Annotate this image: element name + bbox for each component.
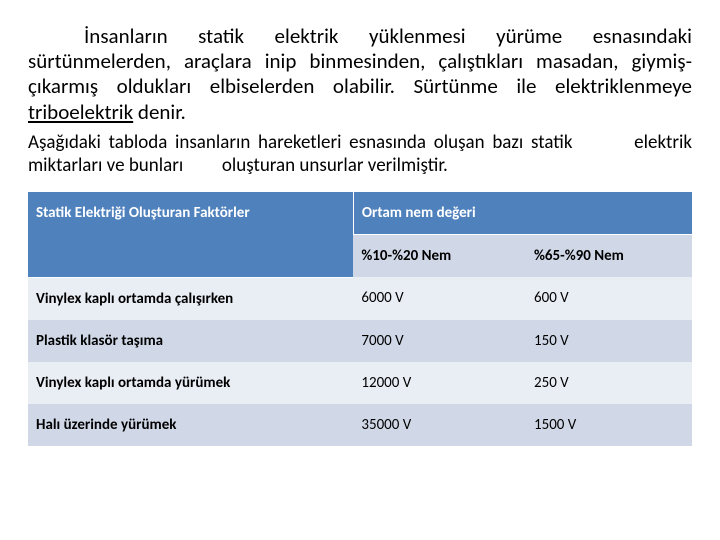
table-row: Vinylex kaplı ortamda yürümek 12000 V 25… bbox=[28, 362, 692, 404]
table-row: Vinylex kaplı ortamda çalışırken 6000 V … bbox=[28, 277, 692, 320]
intro-paragraph: İnsanların statik elektrik yüklenmesi yü… bbox=[28, 24, 692, 125]
cell-high: 600 V bbox=[526, 277, 692, 320]
cell-high: 150 V bbox=[526, 320, 692, 362]
cell-factor: Vinylex kaplı ortamda çalışırken bbox=[28, 277, 353, 320]
cell-factor: Vinylex kaplı ortamda yürümek bbox=[28, 362, 353, 404]
table-row: Halı üzerinde yürümek 35000 V 1500 V bbox=[28, 404, 692, 446]
table-row: Plastik klasör taşıma 7000 V 150 V bbox=[28, 320, 692, 362]
cell-low: 12000 V bbox=[353, 362, 526, 404]
cell-high: 1500 V bbox=[526, 404, 692, 446]
cell-factor: Halı üzerinde yürümek bbox=[28, 404, 353, 446]
header-high-humidity: %65-%90 Nem bbox=[526, 235, 692, 278]
header-humidity: Ortam nem değeri bbox=[353, 192, 692, 235]
cell-factor: Plastik klasör taşıma bbox=[28, 320, 353, 362]
intro-text-before: İnsanların statik elektrik yüklenmesi yü… bbox=[28, 23, 692, 99]
cell-high: 250 V bbox=[526, 362, 692, 404]
cell-low: 6000 V bbox=[353, 277, 526, 320]
static-electricity-table: Statik Elektriği Oluşturan Faktörler Ort… bbox=[28, 191, 692, 446]
triboelectric-term: triboelektrik bbox=[28, 99, 133, 125]
header-low-humidity: %10-%20 Nem bbox=[353, 235, 526, 278]
intro-text-after: denir. bbox=[133, 99, 186, 125]
cell-low: 35000 V bbox=[353, 404, 526, 446]
table-header-row-1: Statik Elektriği Oluşturan Faktörler Ort… bbox=[28, 192, 692, 235]
table-intro-paragraph: Aşağıdaki tabloda insanların hareketleri… bbox=[28, 131, 692, 177]
cell-low: 7000 V bbox=[353, 320, 526, 362]
header-factors: Statik Elektriği Oluşturan Faktörler bbox=[28, 192, 353, 278]
